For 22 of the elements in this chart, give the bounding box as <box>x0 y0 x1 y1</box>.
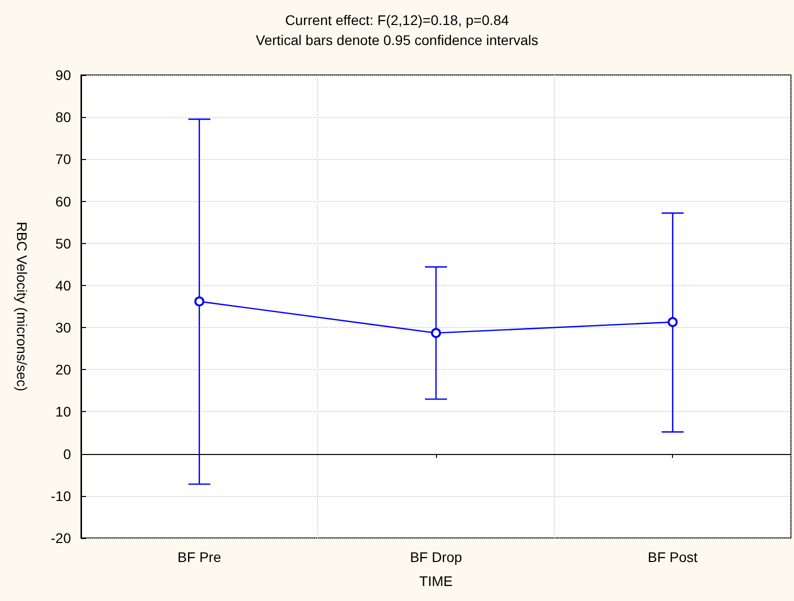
chart-subtitle: Vertical bars denote 0.95 confidence intervals <box>256 32 538 48</box>
x-axis-title: TIME <box>419 573 453 589</box>
y-axis-title: RBC Velocity (microns/sec) <box>14 222 30 392</box>
y-tick-label: 60 <box>55 193 72 210</box>
point <box>668 317 678 328</box>
y-tick-label: 20 <box>55 362 72 378</box>
x-tick-label: BF Drop <box>410 549 462 565</box>
chart-title: Current effect: F(2,12)=0.18, p=0.84 <box>285 12 510 28</box>
x-tick-label: BF Pre <box>178 549 222 565</box>
y-tick-label: 40 <box>55 277 72 294</box>
x-tick-label: BF Post <box>648 549 698 565</box>
point <box>431 328 441 338</box>
y-tick-label: 70 <box>55 151 72 168</box>
y-tick-label: 30 <box>55 320 72 336</box>
y-tick-label: 50 <box>55 235 72 252</box>
y-tick-label: -20 <box>50 530 72 546</box>
y-tick-label: 0 <box>63 446 72 462</box>
y-tick-label: 90 <box>55 67 72 83</box>
y-tick-label: 80 <box>55 109 72 126</box>
y-tick-label: -10 <box>50 488 72 504</box>
point <box>194 296 204 306</box>
y-tick-label: 10 <box>55 404 72 420</box>
